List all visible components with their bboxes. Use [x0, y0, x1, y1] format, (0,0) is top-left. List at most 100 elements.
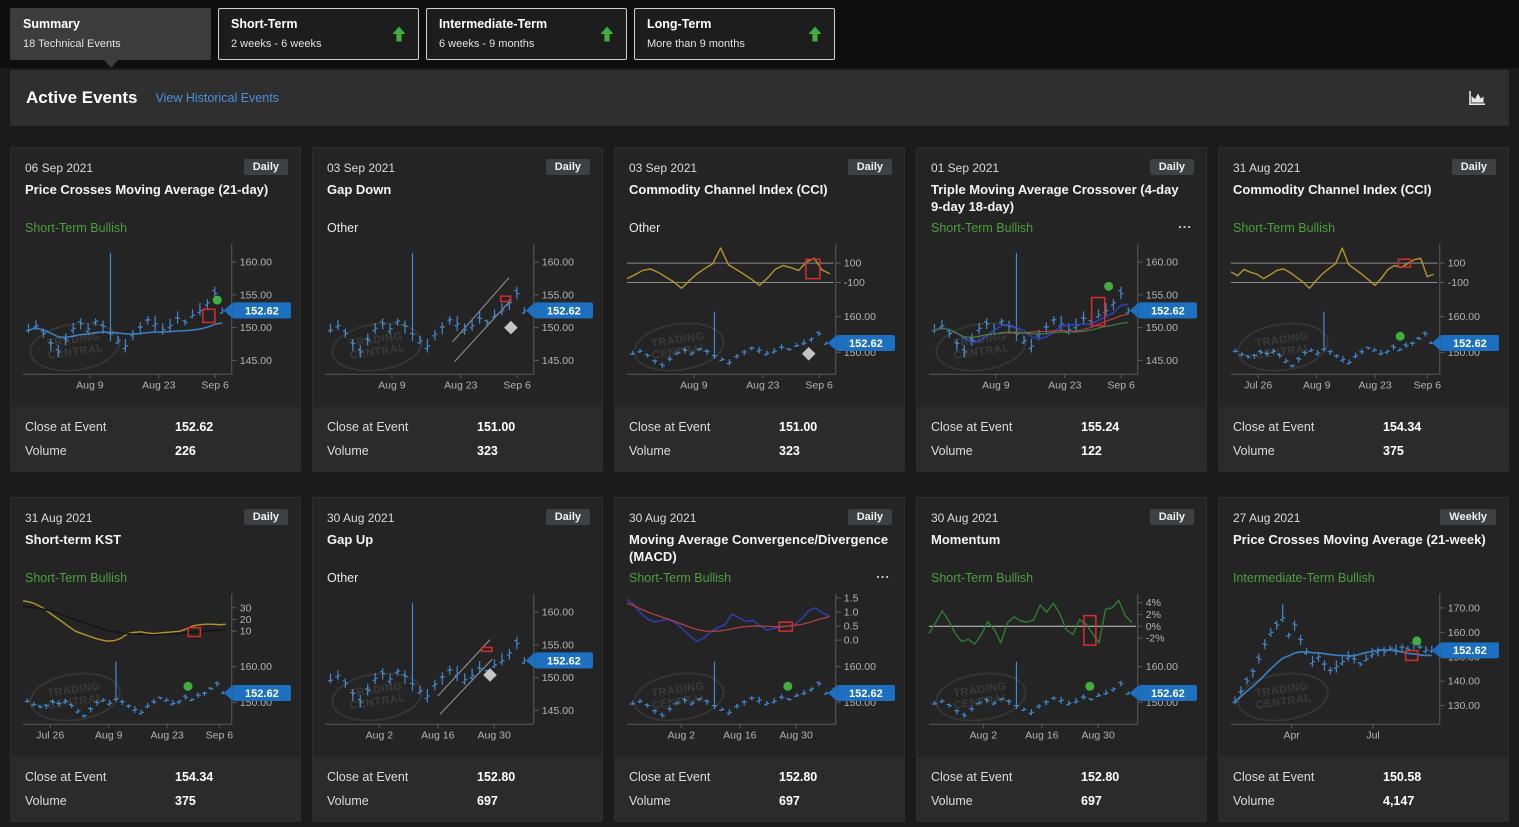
event-title: Commodity Channel Index (CCI) [1233, 182, 1432, 197]
svg-text:160.00: 160.00 [240, 257, 272, 269]
tab-title: Intermediate-Term [439, 17, 548, 31]
event-date: 06 Sep 2021 [25, 161, 94, 175]
volume-label: Volume [931, 794, 973, 808]
event-dot-marker [1085, 681, 1095, 691]
tab-subtitle: 2 weeks - 6 weeks [231, 38, 322, 50]
event-dot-marker [183, 681, 193, 691]
active-events-bar: Active Events View Historical Events [10, 70, 1509, 126]
close-at-event-row: Close at Event 150.58 [1233, 770, 1494, 784]
active-events-title: Active Events [26, 88, 138, 107]
card-header: 03 Sep 2021 Daily [615, 148, 904, 175]
volume-value: 323 [477, 444, 498, 458]
svg-text:Aug 9: Aug 9 [95, 729, 123, 741]
svg-text:145.00: 145.00 [240, 355, 272, 367]
tab-intermediate-term[interactable]: Intermediate-Term 6 weeks - 9 months [426, 8, 627, 60]
close-at-event-value: 151.00 [779, 420, 818, 434]
event-card[interactable]: 03 Sep 2021 Daily Gap Down Other TRADING CEN… [312, 147, 603, 472]
event-date: 27 Aug 2021 [1233, 511, 1301, 525]
mini-chart: Jul 26 Aug 9 Aug 23 Sep 6302010160.00150.00… [22, 593, 291, 741]
event-card[interactable]: 01 Sep 2021 Daily Triple Moving Average Cr… [916, 147, 1207, 472]
mini-chart: Aug 2 Aug 16 Aug 30 160.00 155.00 150.00 145.0… [325, 593, 593, 741]
up-arrow-icon [392, 26, 406, 42]
svg-text:152.62: 152.62 [1151, 688, 1185, 700]
last-price-tag [836, 684, 895, 702]
event-card[interactable]: 30 Aug 2021 Daily Gap Up Other TRADING CENTR… [312, 497, 603, 822]
event-chart: TRADING CENTRAL Aug 2 Aug 16 Aug 30 4% 2% 0% -2… [927, 591, 1200, 743]
svg-text:160.00: 160.00 [542, 607, 574, 619]
last-price-tag [534, 302, 593, 319]
event-chart: TRADING CENTRALAprJul170.00160.00150.001… [1229, 591, 1502, 743]
svg-text:-100: -100 [844, 277, 865, 289]
svg-text:140.00: 140.00 [1448, 676, 1480, 688]
close-at-event-value: 151.00 [477, 420, 516, 434]
svg-text:Aug 23: Aug 23 [444, 379, 477, 391]
volume-row: Volume 323 [327, 444, 588, 458]
event-date: 30 Aug 2021 [931, 511, 999, 525]
mini-chart: Aug 9 Aug 23 Sep 6100-100160.00150.00152.6… [626, 243, 895, 391]
event-highlight-rect [187, 626, 202, 638]
event-date: 31 Aug 2021 [25, 511, 93, 525]
gap-diamond-marker [801, 346, 816, 361]
mini-chart: Aug 2 Aug 16 Aug 301.51.00.50.0160.00150.0… [626, 592, 895, 741]
event-card[interactable]: 30 Aug 2021 Daily Momentum Short-Term Bulli… [916, 497, 1207, 822]
periodicity-badge: Daily [1149, 159, 1194, 175]
event-card[interactable]: 30 Aug 2021 Daily Moving Average Convergen… [614, 497, 905, 822]
close-at-event-value: 152.80 [779, 770, 818, 784]
event-classification: Short-Term Bullish [1233, 221, 1336, 235]
card-header: 30 Aug 2021 Daily [615, 498, 904, 525]
svg-text:Aug 9: Aug 9 [1303, 379, 1331, 391]
svg-text:145.00: 145.00 [1146, 355, 1178, 367]
periodicity-badge: Daily [243, 159, 288, 175]
close-at-event-label: Close at Event [25, 770, 107, 784]
volume-label: Volume [1233, 444, 1275, 458]
last-price-tag [232, 302, 291, 319]
svg-text:Aug 23: Aug 23 [142, 379, 175, 391]
view-historical-events-link[interactable]: View Historical Events [155, 91, 279, 105]
close-at-event-label: Close at Event [629, 770, 711, 784]
svg-text:Aug 9: Aug 9 [680, 379, 708, 391]
svg-text:152.62: 152.62 [1453, 338, 1487, 350]
event-card[interactable]: 06 Sep 2021 Daily Price Crosses Moving Ave… [10, 147, 301, 472]
event-dot-marker [783, 681, 793, 691]
periodicity-badge: Daily [545, 159, 590, 175]
event-classification: Other [327, 221, 359, 235]
event-chart: TRADING CENTRAL Jul 26 Aug 9 Aug 23 Sep 6 100… [1229, 241, 1502, 393]
event-card[interactable]: 03 Sep 2021 Daily Commodity Channel Index … [614, 147, 905, 472]
more-icon[interactable]: ... [1178, 216, 1192, 231]
term-tabs-strip: Summary 18 Technical Events Short-Term 2 we… [0, 0, 1519, 68]
volume-row: Volume 226 [25, 444, 286, 458]
tab-title: Summary [23, 17, 80, 31]
event-title: Short-term KST [25, 532, 122, 547]
event-dot-marker [212, 295, 222, 305]
tab-short-term[interactable]: Short-Term 2 weeks - 6 weeks [218, 8, 419, 60]
mini-chart: Aug 9 Aug 23 Sep 6 160.00 155.00 150.00 145.00… [929, 243, 1197, 391]
event-card[interactable]: 31 Aug 2021 Daily Short-term KST Short-Term… [10, 497, 301, 822]
event-dot-marker [1104, 281, 1114, 291]
svg-text:-100: -100 [1448, 277, 1469, 289]
more-icon[interactable]: ... [876, 566, 890, 581]
card-header: 31 Aug 2021 Daily [1219, 148, 1508, 175]
event-classification: Other [629, 221, 661, 235]
svg-text:155.00: 155.00 [1146, 289, 1178, 301]
volume-label: Volume [25, 794, 67, 808]
tab-subtitle: More than 9 months [647, 38, 745, 50]
svg-text:152.62: 152.62 [1151, 305, 1185, 317]
tab-long-term[interactable]: Long-Term More than 9 months [634, 8, 835, 60]
tab-summary[interactable]: Summary 18 Technical Events [10, 8, 211, 68]
event-chart: TRADING CENTRAL Aug 9 Aug 23 Sep 6 160.00 155… [927, 241, 1200, 393]
volume-label: Volume [25, 444, 67, 458]
event-date: 03 Sep 2021 [327, 161, 396, 175]
svg-text:Apr: Apr [1283, 729, 1300, 741]
close-at-event-row: Close at Event 154.34 [25, 770, 286, 784]
event-highlight-rect [1397, 258, 1412, 268]
event-card[interactable]: 27 Aug 2021 Weekly Price Crosses Moving Av… [1218, 497, 1509, 822]
svg-text:100: 100 [1448, 258, 1466, 270]
svg-text:Aug 30: Aug 30 [780, 729, 813, 741]
volume-label: Volume [931, 444, 973, 458]
svg-text:0.0: 0.0 [844, 635, 859, 647]
event-title: Price Crosses Moving Average (21-day) [25, 182, 269, 197]
event-card[interactable]: 31 Aug 2021 Daily Commodity Channel Index … [1218, 147, 1509, 472]
close-at-event-value: 150.58 [1383, 770, 1422, 784]
close-at-event-label: Close at Event [25, 420, 107, 434]
area-chart-icon[interactable] [1467, 90, 1487, 106]
